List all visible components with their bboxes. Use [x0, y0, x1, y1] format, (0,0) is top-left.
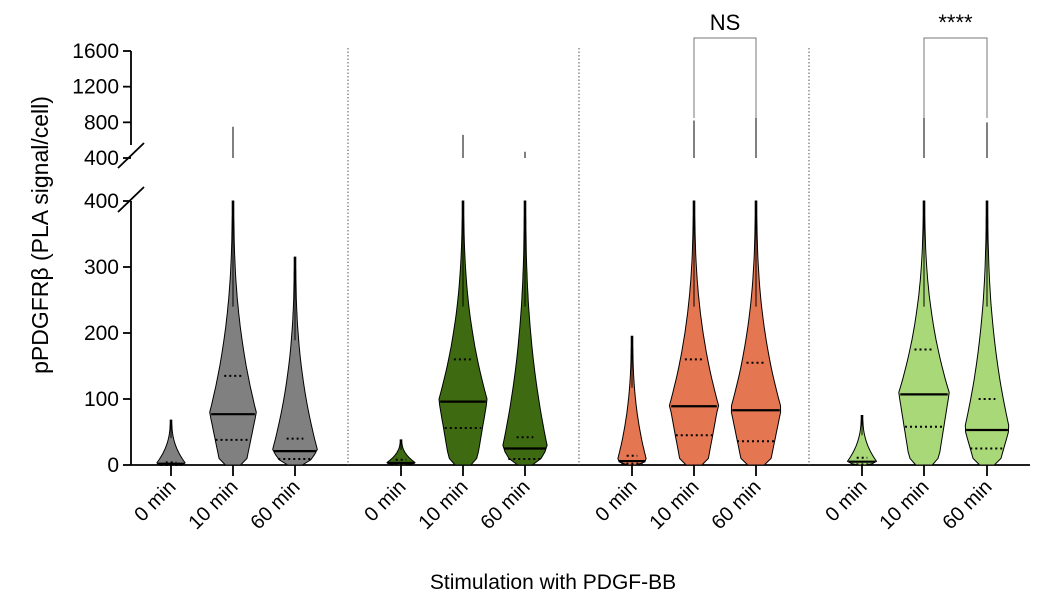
significance-bracket	[693, 37, 757, 118]
x-tick-label: 60 min	[477, 476, 535, 534]
violin-shape	[898, 200, 950, 466]
violin-shape	[846, 415, 878, 466]
x-tick-label: 0 min	[360, 476, 410, 526]
significance-label: ****	[938, 10, 973, 35]
significance-bracket	[923, 37, 988, 118]
y-tick-label: 400	[84, 190, 119, 213]
y-tick-label: 100	[84, 388, 119, 411]
violin-shape	[668, 200, 720, 466]
violin-shape	[964, 200, 1010, 466]
x-axis-label: Stimulation with PDGF-BB	[430, 571, 676, 594]
y-tick-label: 0	[107, 454, 119, 477]
axis-break-mark	[117, 186, 145, 213]
y-tick-label: 800	[84, 111, 119, 134]
annotations: NS ****	[693, 10, 988, 118]
y-tick-label: 1200	[72, 76, 119, 99]
axis-break-mark	[117, 142, 145, 169]
violin-shape	[617, 335, 647, 466]
x-tick-label: 0 min	[821, 476, 871, 526]
x-tick-label: 0 min	[591, 476, 641, 526]
violin-shape	[730, 200, 782, 466]
violin-shape	[209, 200, 257, 466]
violin-shape	[156, 419, 186, 466]
violin-shape	[438, 200, 488, 466]
significance-label: NS	[710, 10, 741, 35]
x-tick-label: 10 min	[415, 476, 473, 534]
x-tick-label: 10 min	[185, 476, 243, 534]
y-tick-label: 300	[84, 256, 119, 279]
x-tick-label: 0 min	[130, 476, 180, 526]
violin-shape	[386, 439, 416, 466]
x-tick-label: 60 min	[247, 476, 305, 534]
y-tick-label: 1600	[72, 40, 119, 63]
x-tick-label: 60 min	[939, 476, 997, 534]
violins	[156, 59, 1010, 466]
x-tick-label: 60 min	[708, 476, 766, 534]
y-tick-label: 400	[84, 147, 119, 170]
violin-shape	[272, 256, 318, 466]
violin-shape	[502, 200, 548, 466]
x-tick-label: 10 min	[646, 476, 704, 534]
y-axis-label: pPDGFRβ (PLA signal/cell)	[27, 96, 53, 374]
y-tick-label: 200	[84, 322, 119, 345]
x-tick-label: 10 min	[876, 476, 934, 534]
